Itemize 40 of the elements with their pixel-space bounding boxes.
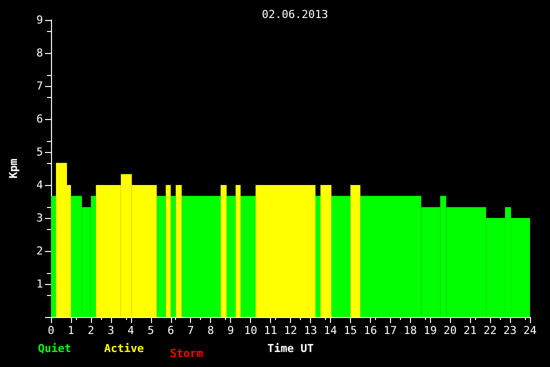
x-tick-label: 6: [167, 324, 174, 337]
x-tick-label: 7: [187, 324, 194, 337]
text: Active: [104, 342, 144, 355]
text: Storm: [170, 347, 204, 360]
x-tick-label: 24: [523, 324, 537, 337]
x-tick-label: 20: [444, 324, 457, 337]
x-tick-label: 4: [128, 324, 135, 337]
text: Quiet: [38, 342, 72, 355]
y-tick-label: 8: [36, 46, 43, 60]
y-tick-label: 7: [36, 80, 43, 92]
x-tick-label: 2: [88, 324, 94, 337]
chart-title: 02.06.2013: [262, 8, 328, 21]
x-tick-label: 5: [147, 324, 154, 337]
y-tick-label: 4: [36, 178, 44, 192]
x-tick-label: 9: [227, 324, 234, 337]
y-tick-label: 9: [36, 14, 43, 26]
x-tick-label: 18: [404, 324, 417, 337]
x-tick-label: 8: [207, 324, 214, 337]
y-axis-title: Kpm: [7, 158, 20, 178]
x-tick-label: 1: [68, 324, 74, 337]
y-tick-label: 6: [36, 112, 43, 126]
x-axis-title: Time UT: [267, 342, 314, 355]
y-tick-label: 3: [36, 212, 43, 224]
x-tick-label: 17: [384, 324, 397, 337]
x-tick-label: 15: [344, 324, 357, 337]
y-tick-label: 1: [36, 278, 43, 290]
x-tick-label: 19: [424, 324, 437, 337]
x-tick-label: 21: [464, 324, 477, 337]
y-tick-label: 5: [36, 146, 43, 158]
x-tick-label: 13: [304, 324, 318, 337]
x-tick-label: 16: [364, 324, 377, 337]
x-tick-label: 0: [48, 324, 54, 337]
x-tick-label: 12: [284, 324, 298, 337]
y-tick-label: 2: [36, 244, 43, 258]
x-tick-label: 14: [324, 324, 338, 337]
x-tick-label: 10: [244, 324, 258, 337]
x-tick-label: 22: [483, 324, 497, 337]
x-tick-label: 3: [108, 324, 114, 337]
x-tick-label: 11: [264, 324, 278, 337]
x-tick-label: 23: [503, 324, 517, 337]
